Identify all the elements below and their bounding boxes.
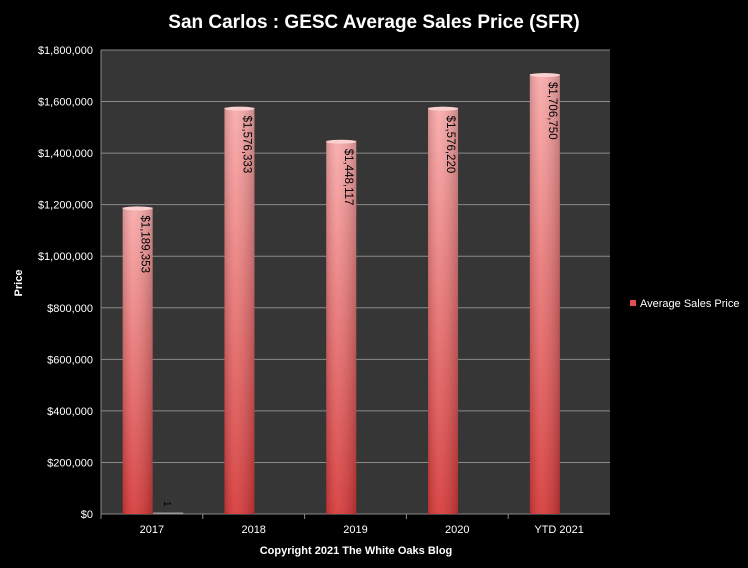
- y-axis-label: Price: [13, 270, 25, 297]
- y-tick-label: $600,000: [47, 354, 93, 366]
- y-tick-label: $0: [81, 509, 93, 521]
- bar-shade: [326, 140, 357, 514]
- bar-cap: [122, 206, 153, 211]
- y-tick-label: $1,000,000: [38, 251, 93, 263]
- bar: [153, 512, 184, 514]
- bar-shade: [529, 74, 560, 514]
- legend-swatch: [630, 300, 636, 306]
- x-tick-label: 2018: [241, 524, 265, 536]
- x-tick-label: 2017: [140, 524, 164, 536]
- bar-shade: [122, 207, 153, 514]
- x-tick-label: 2019: [343, 524, 367, 536]
- bar-cap: [326, 139, 357, 144]
- bar-data-label: $1,576,220: [444, 116, 456, 174]
- bar-shade: [224, 107, 255, 515]
- x-tick-label: 2020: [445, 524, 469, 536]
- y-tick-label: $1,200,000: [38, 200, 93, 212]
- y-tick-label: $1,800,000: [38, 45, 93, 57]
- bar-data-label: $1,576,333: [240, 116, 252, 174]
- legend-label: Average Sales Price: [640, 298, 739, 310]
- bar-shade: [428, 107, 459, 514]
- y-tick-label: $400,000: [47, 406, 93, 418]
- x-tick-label: YTD 2021: [534, 524, 584, 536]
- y-tick-label: $1,600,000: [38, 97, 93, 109]
- bar-data-label: $1,189,353: [139, 215, 151, 273]
- bar-data-label: $1,448,117: [342, 149, 354, 206]
- bar-data-label: $1,706,750: [546, 82, 558, 140]
- bar-data-label: 1: [161, 501, 172, 507]
- y-tick-label: $800,000: [47, 303, 93, 315]
- y-tick-label: $200,000: [47, 457, 93, 469]
- chart-title: San Carlos : GESC Average Sales Price (S…: [168, 12, 579, 33]
- legend: Average Sales Price: [630, 298, 739, 310]
- bar-cap: [224, 106, 255, 111]
- bar-cap: [529, 73, 560, 78]
- bar-cap: [428, 106, 459, 111]
- y-tick-label: $1,400,000: [38, 148, 93, 160]
- x-axis-label: Copyright 2021 The White Oaks Blog: [260, 545, 453, 557]
